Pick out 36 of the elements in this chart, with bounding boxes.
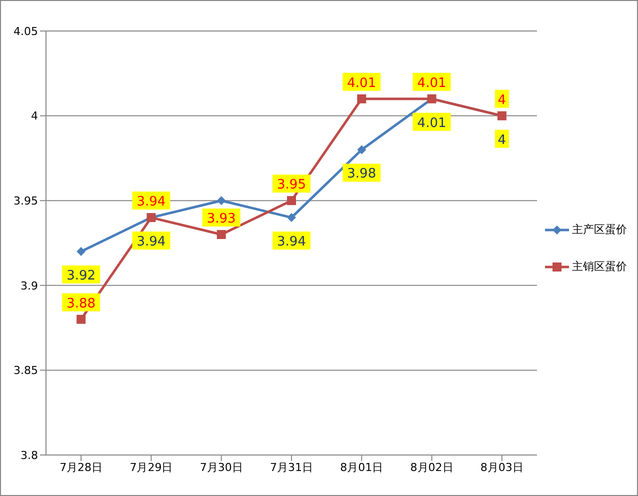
data-label: 4.01 <box>347 76 376 91</box>
x-tick-label: 7月29日 <box>130 460 173 474</box>
x-tick-label: 8月03日 <box>480 460 524 474</box>
point <box>287 213 296 222</box>
x-tick-label: 8月01日 <box>340 460 384 474</box>
x-tick-label: 7月31日 <box>270 460 313 474</box>
x-tick-label: 7月28日 <box>60 460 103 474</box>
data-label: 4 <box>498 92 506 108</box>
data-label: 3.94 <box>136 194 166 210</box>
point <box>76 314 86 324</box>
y-tick-label: 4.05 <box>14 24 38 38</box>
point <box>357 94 366 104</box>
data-label: 3.92 <box>66 268 96 284</box>
point <box>287 196 296 206</box>
legend-label: 主产区蛋价 <box>572 222 627 237</box>
point <box>216 196 226 206</box>
data-label: 3.93 <box>206 212 236 227</box>
data-label: 3.98 <box>347 166 376 182</box>
y-tick-label: 3.85 <box>14 364 38 378</box>
point <box>357 145 366 154</box>
y-tick-label: 4 <box>31 110 38 123</box>
legend-label: 主销区蛋价 <box>572 259 627 274</box>
data-label: 4.01 <box>417 76 446 91</box>
y-tick-label: 3.9 <box>20 279 38 292</box>
point <box>216 230 226 240</box>
data-label: 3.88 <box>66 296 96 312</box>
point <box>76 246 86 256</box>
data-label: 3.94 <box>277 234 306 250</box>
y-tick-label: 3.8 <box>20 448 38 462</box>
data-label: 4.01 <box>417 116 446 131</box>
data-label: 3.94 <box>136 234 166 250</box>
data-label: 4 <box>498 132 506 148</box>
x-tick-label: 8月02日 <box>410 460 454 474</box>
data-label: 3.95 <box>277 178 306 193</box>
x-tick-label: 7月30日 <box>200 460 243 474</box>
y-tick-label: 3.95 <box>14 194 38 208</box>
